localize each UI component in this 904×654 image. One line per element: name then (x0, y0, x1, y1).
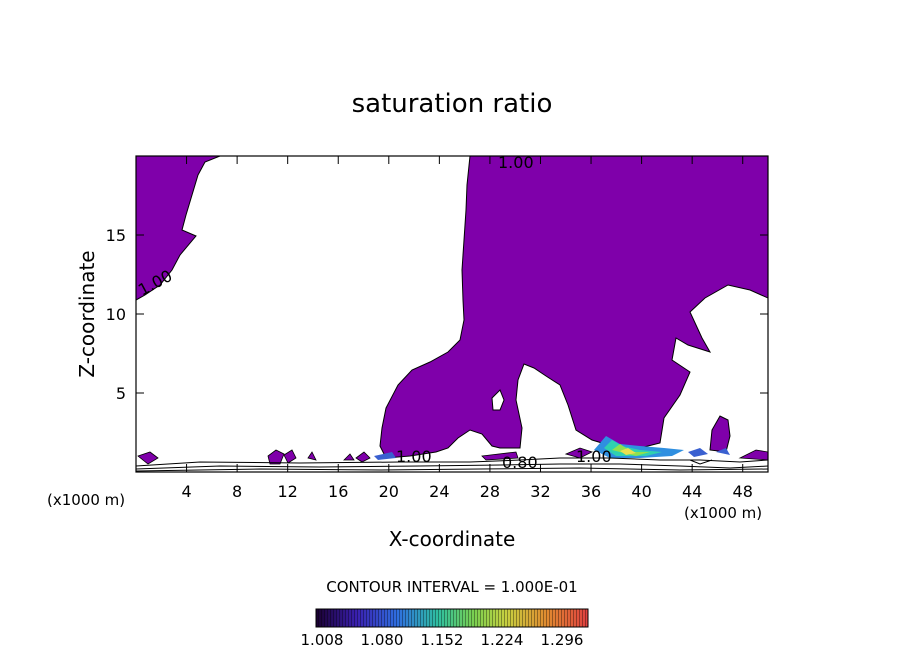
x-tick-label: 28 (480, 482, 500, 501)
colorbar-segments (316, 609, 588, 627)
x-unit-label-right: (x1000 m) (684, 504, 762, 522)
x-unit-label-left: (x1000 m) (47, 491, 125, 509)
contour-interval: CONTOUR INTERVAL = 1.000E-01 (326, 578, 577, 596)
chart-title: saturation ratio (352, 89, 553, 119)
x-tick-label: 20 (379, 482, 399, 501)
saturation-fill (136, 156, 768, 472)
colorbar-label: 1.080 (361, 631, 404, 649)
x-tick-label: 32 (530, 482, 550, 501)
contour-label: 1.00 (396, 447, 432, 466)
contour-label: 1.00 (576, 447, 612, 466)
y-tick-label: 5 (116, 384, 126, 403)
x-tick-label: 44 (682, 482, 702, 501)
y-tick-label: 10 (106, 305, 126, 324)
x-tick-label: 24 (429, 482, 449, 501)
contour-label: 0.80 (502, 453, 538, 472)
x-tick-label: 12 (278, 482, 298, 501)
colorbar-label: 1.008 (301, 631, 344, 649)
colorbar-label: 1.296 (541, 631, 584, 649)
x-tick-label: 48 (733, 482, 753, 501)
x-tick-label: 4 (181, 482, 191, 501)
y-tick-label: 15 (106, 226, 126, 245)
x-tick-label: 8 (232, 482, 242, 501)
contour-label: 1.00 (498, 153, 534, 172)
y-axis-title: Z-coordinate (75, 250, 99, 377)
x-tick-label: 40 (631, 482, 651, 501)
colorbar-labels: 1.008 1.080 1.152 1.224 1.296 (301, 631, 584, 649)
x-axis-title: X-coordinate (389, 527, 516, 551)
colorbar-label: 1.152 (421, 631, 464, 649)
x-tick-label: 16 (328, 482, 348, 501)
colorbar-label: 1.224 (481, 631, 524, 649)
x-tick-label: 36 (581, 482, 601, 501)
